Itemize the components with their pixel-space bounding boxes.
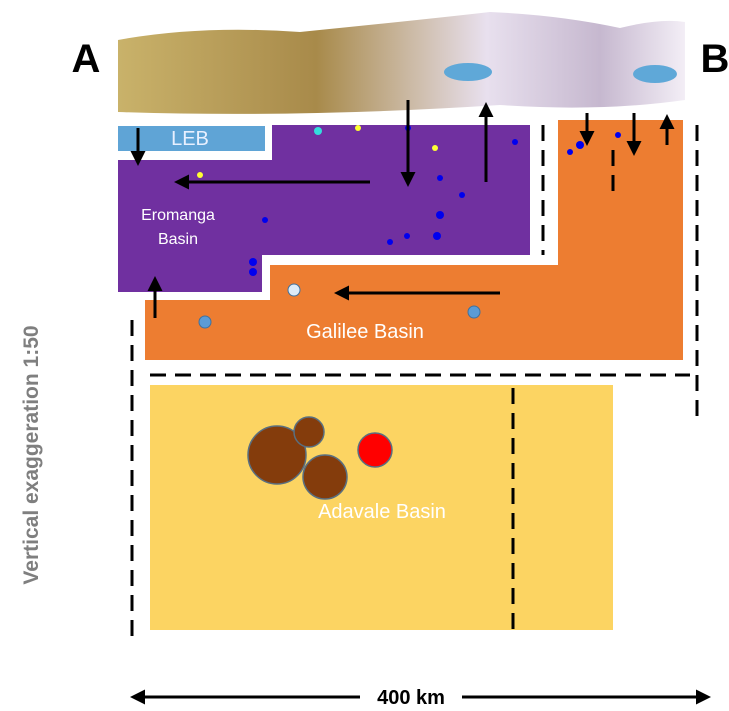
- arrows: [130, 100, 675, 318]
- lake: [444, 63, 492, 81]
- leb-box: [118, 126, 265, 151]
- dots: [197, 125, 438, 178]
- lake: [633, 65, 677, 83]
- galilee-label: Galilee Basin: [306, 321, 424, 343]
- adavale-label: Adavale Basin: [318, 501, 446, 523]
- label-a: A: [72, 37, 101, 81]
- dot: [198, 315, 212, 329]
- label-b: B: [701, 37, 729, 81]
- dot: [314, 127, 322, 135]
- eromanga-label: Basin: [158, 231, 198, 248]
- red-circle: [357, 432, 393, 468]
- dashed-lines: [130, 125, 699, 640]
- eromanga-label: Eromanga: [141, 207, 215, 224]
- circles: [247, 416, 348, 500]
- landscape: [118, 12, 685, 114]
- dots: [249, 125, 621, 276]
- scale-label: 400 km: [377, 687, 445, 709]
- leb-label: LEB: [171, 128, 209, 150]
- dot: [287, 283, 301, 297]
- galilee-basin: [145, 120, 683, 360]
- adavale-basin: [150, 385, 613, 630]
- dot: [467, 305, 481, 319]
- vertical-exaggeration: Vertical exaggeration 1:50: [20, 325, 43, 584]
- eromanga-basin: [118, 125, 530, 292]
